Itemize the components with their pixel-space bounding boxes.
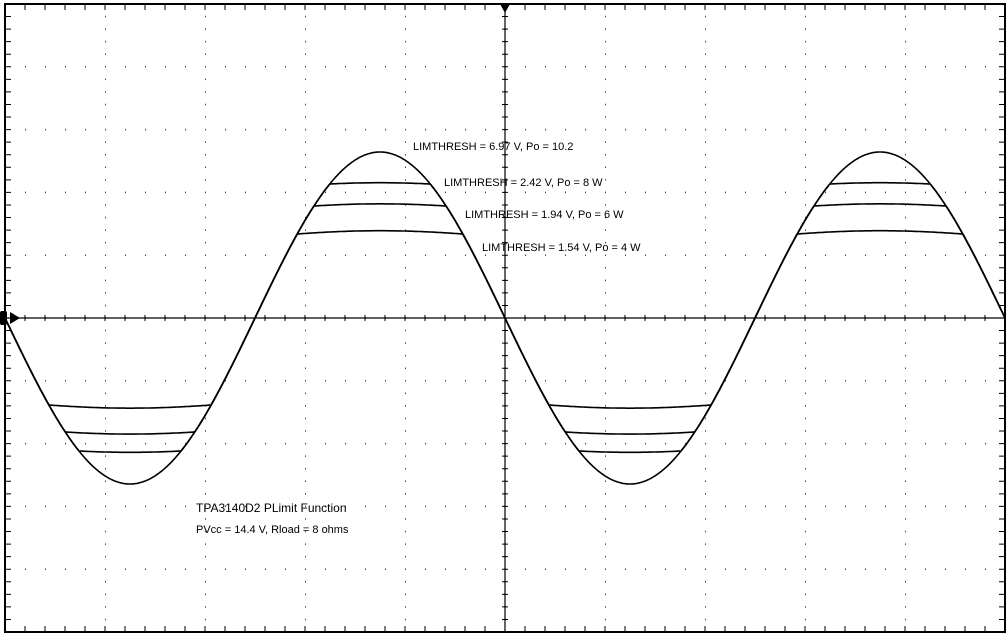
waveform — [4, 229, 1006, 409]
waveforms — [4, 151, 1006, 485]
channel-marker — [10, 312, 20, 324]
caption-title: TPA3140D2 PLimit Function — [196, 501, 347, 515]
caption-conditions: PVcc = 14.4 V, Rload = 8 ohms — [196, 524, 349, 536]
annotation: LIMTHRESH = 6.97 V, Po = 10.2 — [413, 141, 573, 153]
trigger-marker — [500, 4, 510, 13]
channel-1-badge — [0, 311, 7, 325]
annotation: LIMTHRESH = 1.94 V, Po = 6 W — [465, 209, 624, 221]
annotation: LIMTHRESH = 2.42 V, Po = 8 W — [444, 177, 603, 189]
annotation: LIMTHRESH = 1.54 V, Po = 4 W — [482, 242, 641, 254]
